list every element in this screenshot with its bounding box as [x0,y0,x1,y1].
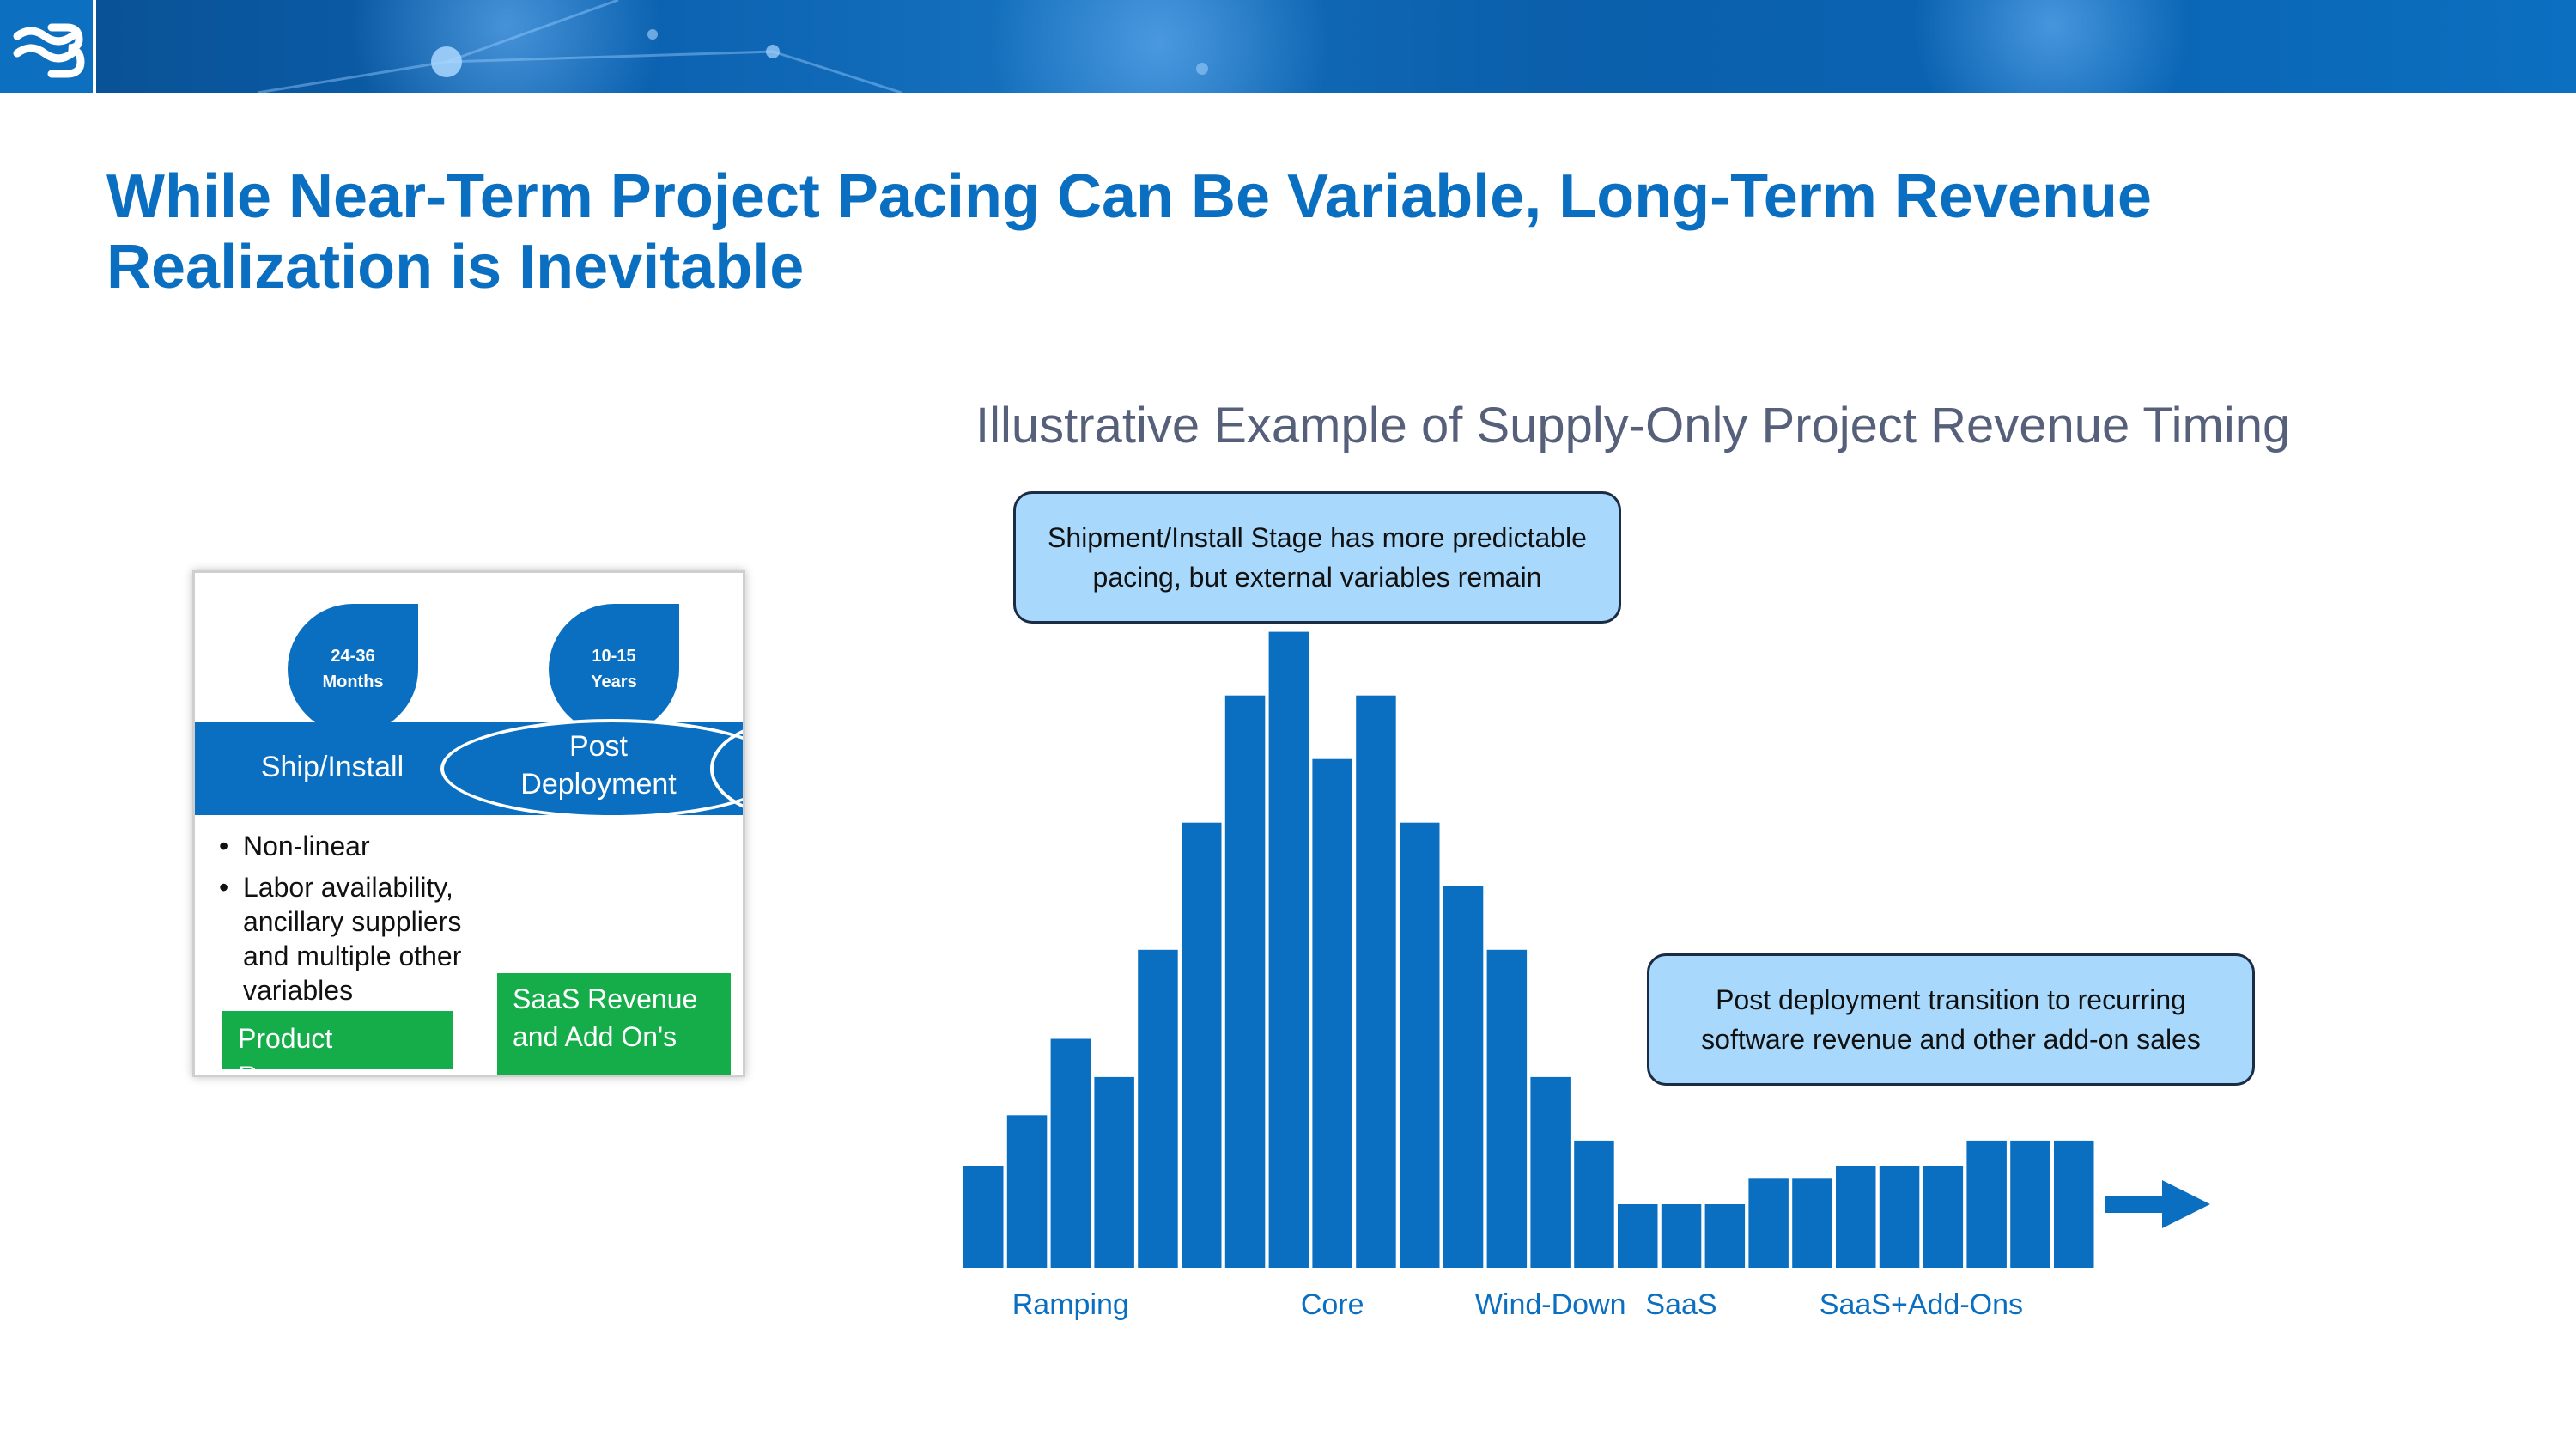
post-deployment-duration-badge: 10-15 Years [549,604,679,734]
banner-glow [945,0,1374,93]
bar-8 [1268,631,1309,1268]
logo-container[interactable] [0,0,96,93]
duration-unit: Months [322,673,384,691]
bar-16 [1618,1204,1658,1268]
bar-14 [1530,1076,1571,1268]
bar-11 [1400,822,1440,1268]
bar-25 [2010,1140,2050,1268]
ship-install-duration-badge: 24-36 Months [288,604,418,734]
shipment-install-callout: Shipment/Install Stage has more predicta… [1013,491,1621,624]
bar-19 [1748,1178,1789,1268]
category-label: Ramping [1012,1288,1129,1321]
bar-23 [1923,1166,1964,1268]
banner-network-lines [257,0,1208,93]
page-title: While Near-Term Project Pacing Can Be Va… [106,162,2152,301]
stage-band: Ship/Install Post Deployment [195,719,743,819]
bar-5 [1138,949,1178,1268]
banner-glow [1889,0,2215,93]
bar-22 [1879,1166,1920,1268]
callout-line: pacing, but external variables remain [1092,562,1542,593]
bar-3 [1050,1038,1091,1268]
ship-install-bullets: Non-linear Labor availability, ancillary… [219,829,477,1014]
post-deployment-label-line1: Post [568,730,629,763]
callout-line: Post deployment transition to recurring [1716,984,2186,1015]
header-banner [0,0,2576,93]
bar-7 [1224,695,1266,1268]
category-label: SaaS+Add-Ons [1819,1288,2023,1321]
arrow-right-icon [2105,1180,2210,1228]
bar-10 [1356,695,1396,1268]
bar-18 [1704,1204,1746,1268]
company-b-logo-icon [13,23,85,78]
banner-glow [326,0,687,93]
product-revenue-box: Product Revenue [222,1011,453,1075]
bar-series [963,631,2094,1268]
post-deployment-label: Post Deployment [513,728,684,803]
bar-21 [1836,1166,1876,1268]
duration-unit: Years [591,673,637,691]
timeline-inset: 24-36 Months 10-15 Years Ship/Install Po… [192,570,745,1077]
duration-value: 10-15 [592,647,636,666]
bar-20 [1792,1178,1832,1268]
callout-line: Shipment/Install Stage has more predicta… [1048,522,1587,553]
bullet-item: Labor availability, ancillary suppliers … [219,870,477,1008]
bar-26 [2054,1140,2094,1268]
post-deployment-callout: Post deployment transition to recurring … [1647,953,2255,1086]
bar-12 [1443,886,1484,1268]
stage-divider-arc [440,719,743,819]
bar-13 [1486,949,1528,1268]
category-label: SaaS [1645,1288,1717,1321]
bar-2 [1006,1115,1048,1268]
callout-line: software revenue and other add-on sales [1701,1024,2201,1055]
post-deployment-label-line2: Deployment [520,768,677,801]
bar-15 [1574,1140,1614,1268]
duration-value: 24-36 [331,647,375,666]
chart-title: Illustrative Example of Supply-Only Proj… [975,398,2291,454]
saas-revenue-box: SaaS Revenue and Add On's [497,973,731,1075]
saas-revenue-line1: SaaS Revenue [513,983,698,1014]
bar-17 [1661,1204,1702,1268]
category-label: Wind-Down [1474,1288,1626,1321]
bar-1 [963,1166,1004,1268]
saas-revenue-line2: and Add On's [513,1021,677,1052]
bar-6 [1182,822,1222,1268]
bar-24 [1966,1140,2007,1268]
bar-4 [1094,1076,1134,1268]
bar-9 [1312,758,1352,1268]
bullet-item: Non-linear [219,829,477,863]
category-label: Core [1300,1288,1364,1321]
ship-install-label: Ship/Install [260,751,404,783]
